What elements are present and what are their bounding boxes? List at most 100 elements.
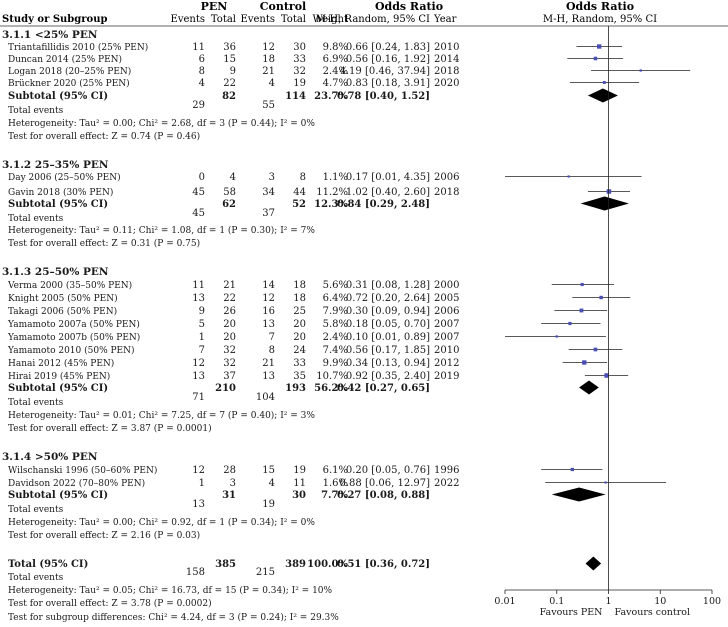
study-year: 2019 bbox=[434, 371, 459, 382]
header-pen-events: Events bbox=[171, 14, 205, 25]
subtotal-weight: 56.2% bbox=[314, 383, 348, 394]
study-name: Yamamoto 2007a (50% PEN) bbox=[7, 319, 140, 330]
ctrl-events-value: 7 bbox=[269, 332, 275, 343]
subtotal-diamond bbox=[551, 487, 606, 502]
overall-heterogeneity-text: Heterogeneity: Tau² = 0.05; Chi² = 16.73… bbox=[8, 585, 333, 596]
pen-total-value: 32 bbox=[223, 358, 236, 369]
weight-value: 5.6% bbox=[323, 280, 348, 291]
pen-total-value: 32 bbox=[223, 345, 236, 356]
overall-effect-text: Test for overall effect: Z = 3.87 (P = 0… bbox=[8, 423, 212, 434]
subtotal-ci-text: 0.42 [0.27, 0.65] bbox=[337, 383, 430, 394]
study-name: Takagi 2006 (50% PEN) bbox=[8, 306, 117, 317]
total-events-pen: 13 bbox=[192, 499, 205, 510]
subgroup-heading: 3.1.2 25–35% PEN bbox=[2, 159, 109, 171]
overall-total-events-ctrl: 215 bbox=[256, 567, 275, 578]
weight-value: 6.9% bbox=[323, 54, 348, 65]
study-name: Davidson 2022 (70–80% PEN) bbox=[8, 478, 145, 489]
study-year: 2006 bbox=[434, 306, 459, 317]
study-year: 2022 bbox=[434, 478, 459, 489]
x-axis-tick-label: 1 bbox=[605, 596, 611, 607]
ctrl-total-value: 20 bbox=[293, 319, 306, 330]
pen-events-value: 9 bbox=[199, 306, 205, 317]
study-year: 2012 bbox=[434, 358, 459, 369]
overall-total-events-pen: 158 bbox=[186, 567, 205, 578]
x-axis-tick-label: 100 bbox=[703, 596, 721, 607]
point-estimate bbox=[602, 81, 606, 84]
heterogeneity-text: Heterogeneity: Tau² = 0.00; Chi² = 2.68,… bbox=[8, 118, 315, 129]
overall-diamond bbox=[585, 556, 602, 571]
ctrl-total-value: 24 bbox=[293, 345, 306, 356]
subtotal-weight: 7.7% bbox=[321, 490, 348, 501]
heterogeneity-text: Heterogeneity: Tau² = 0.00; Chi² = 0.92,… bbox=[8, 517, 315, 528]
weight-value: 6.1% bbox=[323, 465, 348, 476]
study-year: 2010 bbox=[434, 42, 459, 53]
pen-total-value: 22 bbox=[223, 293, 236, 304]
study-name: Wilschanski 1996 (50–60% PEN) bbox=[8, 465, 157, 476]
point-estimate bbox=[604, 481, 607, 484]
point-estimate bbox=[593, 56, 598, 61]
weight-value: 2.4% bbox=[323, 66, 348, 77]
header-pen-total: Total bbox=[211, 14, 236, 25]
odds-ratio-ci-text: 0.72 [0.20, 2.64] bbox=[346, 293, 430, 304]
study-year: 2007 bbox=[434, 332, 459, 343]
study-year: 2018 bbox=[434, 187, 459, 198]
point-estimate bbox=[567, 175, 570, 178]
subgroup-differences-text: Test for subgroup differences: Chi² = 4.… bbox=[8, 612, 339, 623]
total-events-ctrl: 19 bbox=[262, 499, 275, 510]
point-estimate bbox=[580, 282, 584, 287]
header-study-col: Study or Subgroup bbox=[2, 14, 108, 25]
pen-total-value: 3 bbox=[230, 478, 236, 489]
ctrl-events-value: 16 bbox=[262, 306, 275, 317]
odds-ratio-ci-text: 0.66 [0.24, 1.83] bbox=[346, 42, 430, 53]
ctrl-total-value: 30 bbox=[293, 42, 306, 53]
study-year: 2006 bbox=[434, 172, 459, 183]
pen-events-value: 6 bbox=[199, 54, 205, 65]
header-ctrl-events: Events bbox=[241, 14, 275, 25]
pen-events-value: 13 bbox=[192, 371, 205, 382]
favours-left-label: Favours PEN bbox=[540, 607, 603, 618]
overall-total-label: Total (95% CI) bbox=[8, 559, 88, 570]
pen-total-value: 22 bbox=[223, 78, 236, 89]
weight-value: 2.4% bbox=[323, 332, 348, 343]
point-estimate bbox=[639, 69, 642, 72]
odds-ratio-ci-text: 4.19 [0.46, 37.94] bbox=[340, 66, 431, 77]
subtotal-diamond bbox=[587, 88, 618, 103]
odds-ratio-ci-text: 0.17 [0.01, 4.35] bbox=[346, 172, 430, 183]
study-name: Triantafillidis 2010 (25% PEN) bbox=[8, 42, 148, 53]
pen-events-value: 5 bbox=[199, 319, 205, 330]
point-estimate bbox=[582, 360, 587, 365]
study-name: Logan 2018 (20–25% PEN) bbox=[8, 66, 131, 77]
pen-total-value: 9 bbox=[230, 66, 236, 77]
subtotal-ci-text: 0.84 [0.29, 2.48] bbox=[337, 199, 430, 210]
ctrl-events-value: 21 bbox=[262, 358, 275, 369]
pen-total-value: 20 bbox=[223, 332, 236, 343]
weight-value: 9.9% bbox=[323, 358, 348, 369]
study-year: 2020 bbox=[434, 78, 459, 89]
pen-events-value: 1 bbox=[199, 478, 205, 489]
study-name: Knight 2005 (50% PEN) bbox=[8, 293, 118, 304]
subtotal-ctrl-total: 30 bbox=[292, 490, 306, 501]
weight-value: 1.6% bbox=[323, 478, 348, 489]
point-estimate bbox=[593, 347, 598, 352]
point-estimate bbox=[606, 189, 612, 194]
study-year: 2018 bbox=[434, 66, 459, 77]
odds-ratio-ci-text: 0.92 [0.35, 2.40] bbox=[346, 371, 430, 382]
pen-events-value: 11 bbox=[192, 280, 205, 291]
point-estimate bbox=[568, 321, 572, 326]
study-year: 2005 bbox=[434, 293, 459, 304]
overall-ctrl-total: 389 bbox=[285, 559, 306, 570]
subtotal-ctrl-total: 52 bbox=[292, 199, 306, 210]
ctrl-events-value: 13 bbox=[262, 371, 275, 382]
subtotal-weight: 23.7% bbox=[314, 91, 348, 102]
favours-right-label: Favours control bbox=[615, 607, 691, 618]
subtotal-pen-total: 62 bbox=[222, 199, 236, 210]
ctrl-total-value: 33 bbox=[293, 54, 306, 65]
point-estimate bbox=[599, 295, 603, 300]
ctrl-events-value: 12 bbox=[262, 42, 275, 53]
total-events-ctrl: 104 bbox=[256, 392, 275, 403]
ctrl-total-value: 35 bbox=[293, 371, 306, 382]
subgroup-heading: 3.1.4 >50% PEN bbox=[2, 451, 98, 463]
x-axis-tick-label: 10 bbox=[654, 596, 666, 607]
ctrl-total-value: 18 bbox=[293, 293, 306, 304]
